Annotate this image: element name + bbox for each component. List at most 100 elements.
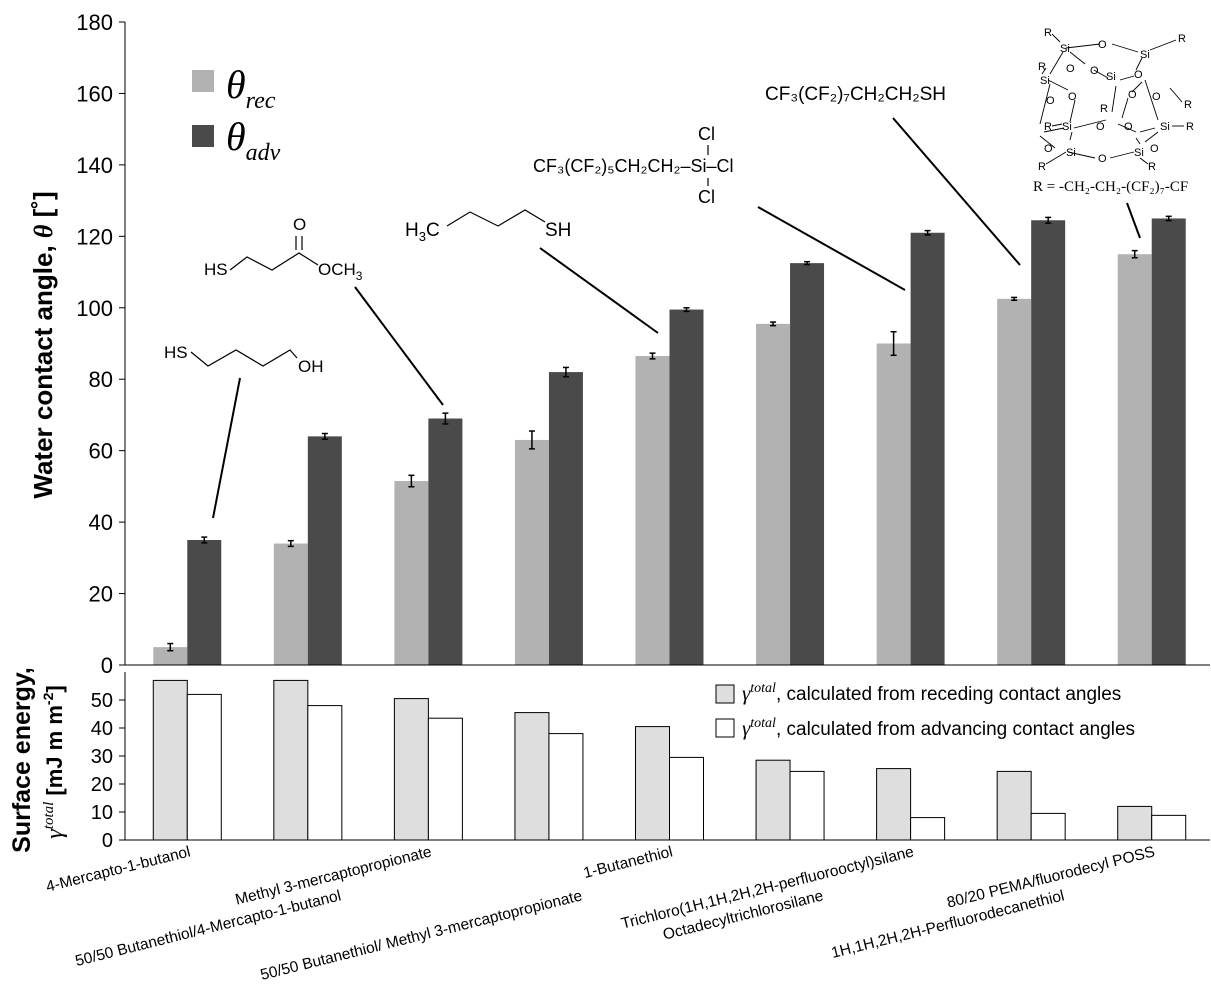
bar-surface-energy-receding [635, 726, 670, 841]
svg-text:Si: Si [1040, 75, 1050, 87]
svg-text:O: O [1134, 69, 1143, 81]
svg-text:R: R [1038, 161, 1046, 173]
svg-text:O: O [1046, 95, 1055, 107]
y-axis-ticks: 0 20 40 60 80 100 120 140 160 180 [76, 10, 125, 678]
y-tick-label-bottom: 20 [91, 774, 113, 796]
bar-surface-energy-advancing [186, 693, 222, 841]
error-bar [408, 474, 415, 488]
mercaptobutanol-hs: HS [164, 343, 188, 362]
svg-text:Si: Si [1066, 147, 1076, 159]
poss-structure: Si Si Si Si Si Si Si Si O O O O O O O O … [1033, 27, 1194, 239]
legend-label-rec: θrec [226, 62, 276, 114]
bar-advancing [1151, 218, 1186, 665]
structure-annotations: HS OH O HS OCH3 H3C SH Cl CF₃(CF₂)₅CH₂CH… [164, 27, 1194, 519]
bar-advancing [187, 539, 222, 665]
error-bar [287, 539, 294, 548]
y-axis-label-unit: [˚] [28, 191, 58, 224]
svg-text:O: O [1098, 153, 1107, 165]
bar-surface-energy-receding [273, 679, 309, 841]
mercaptobutanol-structure: HS OH [164, 343, 324, 519]
poss-r-definition: R = -CH₂-CH₂-(CF₂)₇-CF [1033, 179, 1188, 195]
methyl-propionate-skeleton [229, 252, 319, 271]
bar-advancing [790, 263, 825, 665]
methyl-propionate-pointer [354, 286, 444, 406]
y-axis-label-bottom-unit-end: ] [42, 685, 67, 692]
svg-text:R: R [1148, 161, 1156, 173]
svg-text:O: O [1044, 143, 1053, 155]
error-bar [201, 536, 208, 544]
bar-receding [1117, 254, 1152, 665]
legend-swatch-receding [715, 684, 735, 704]
bar-surface-energy-advancing [669, 756, 704, 841]
bar-receding [394, 481, 429, 665]
svg-text:Si: Si [1060, 43, 1070, 55]
category-label: 1-Butanethiol [582, 843, 675, 882]
legend-label-adv: θadv [226, 114, 281, 166]
svg-text:O: O [1124, 121, 1133, 133]
y-tick-label-bottom: 50 [91, 690, 113, 712]
bar-surface-energy-receding [876, 768, 912, 841]
bar-advancing [548, 372, 583, 665]
contact-angle-error-bars [167, 215, 1172, 652]
bar-surface-energy-receding [152, 679, 188, 841]
error-bar [683, 307, 690, 313]
svg-text:Si: Si [1134, 147, 1144, 159]
bar-surface-energy-advancing [548, 733, 584, 841]
bar-surface-energy-receding [514, 712, 550, 841]
bar-surface-energy-advancing [1030, 812, 1066, 841]
bar-receding [635, 356, 670, 665]
y-tick-label: 80 [89, 367, 113, 392]
butanethiol-structure: H3C SH [405, 209, 659, 334]
y-tick-label: 140 [76, 153, 113, 178]
fluorodecanethiol-formula: CF₃(CF₂)₇CH₂CH₂SH [765, 84, 946, 105]
bar-receding [876, 343, 911, 665]
bar-advancing [1031, 220, 1066, 665]
bar-receding [756, 323, 791, 665]
svg-text:R: R [1184, 99, 1192, 111]
error-bar [924, 229, 931, 236]
legend-swatch-rec [192, 70, 214, 92]
error-bar [890, 330, 897, 357]
y-axis-label-text: Water contact angle, [28, 238, 58, 499]
fluorooctylsilane-chain: CF₃(CF₂)₅CH₂CH₂–Si–Cl [533, 156, 734, 176]
methyl-propionate-hs: HS [204, 260, 228, 279]
y-tick-label-bottom: 10 [91, 802, 113, 824]
bar-surface-energy-receding [393, 698, 429, 841]
bar-advancing [428, 418, 463, 665]
svg-text:R: R [1186, 121, 1194, 133]
svg-text:Si: Si [1160, 121, 1170, 133]
legend-label-receding: γtotal, calculated from receding contact… [742, 681, 1121, 705]
y-axis-label-bottom-line2: γtotal [mJ m m-2] [40, 685, 68, 838]
contact-angle-legend: θrec θadv [192, 62, 281, 166]
error-bar [1165, 215, 1172, 222]
svg-text:R: R [1178, 33, 1186, 45]
error-bar [321, 432, 328, 440]
bar-surface-energy-advancing [910, 817, 946, 841]
y-axis-label-bottom-line1: Surface energy, [8, 667, 36, 853]
surface-energy-chart: 0 10 20 30 40 50 Surface energy, γtotal [mJ m… [8, 667, 1210, 853]
error-bar [562, 366, 569, 378]
y-axis-ticks-bottom: 0 10 20 30 40 50 [91, 690, 125, 852]
bar-surface-energy-advancing [789, 770, 825, 841]
svg-text:O: O [1068, 91, 1077, 103]
y-tick-label: 60 [89, 439, 113, 464]
surface-energy-bars [152, 679, 1187, 841]
butanethiol-h3c: H3C [405, 220, 440, 244]
bar-receding [997, 298, 1032, 665]
fluorodecanethiol-pointer [892, 117, 1021, 266]
bar-surface-energy-advancing [1151, 814, 1187, 841]
bar-surface-energy-receding [996, 770, 1032, 841]
bar-advancing [307, 436, 342, 665]
error-bar [649, 352, 656, 360]
contact-angle-chart: 0 20 40 60 80 100 120 140 160 180 Water contact a… [28, 10, 1210, 678]
bar-receding [514, 439, 549, 665]
svg-text:Si: Si [1062, 121, 1072, 133]
error-bar [167, 642, 174, 652]
mercaptobutanol-pointer [212, 377, 241, 519]
svg-text:O: O [1096, 121, 1105, 133]
mercaptobutanol-skeleton [190, 349, 298, 367]
svg-text:O: O [1152, 91, 1161, 103]
y-tick-label: 160 [76, 81, 113, 106]
svg-text:O: O [1128, 89, 1137, 101]
